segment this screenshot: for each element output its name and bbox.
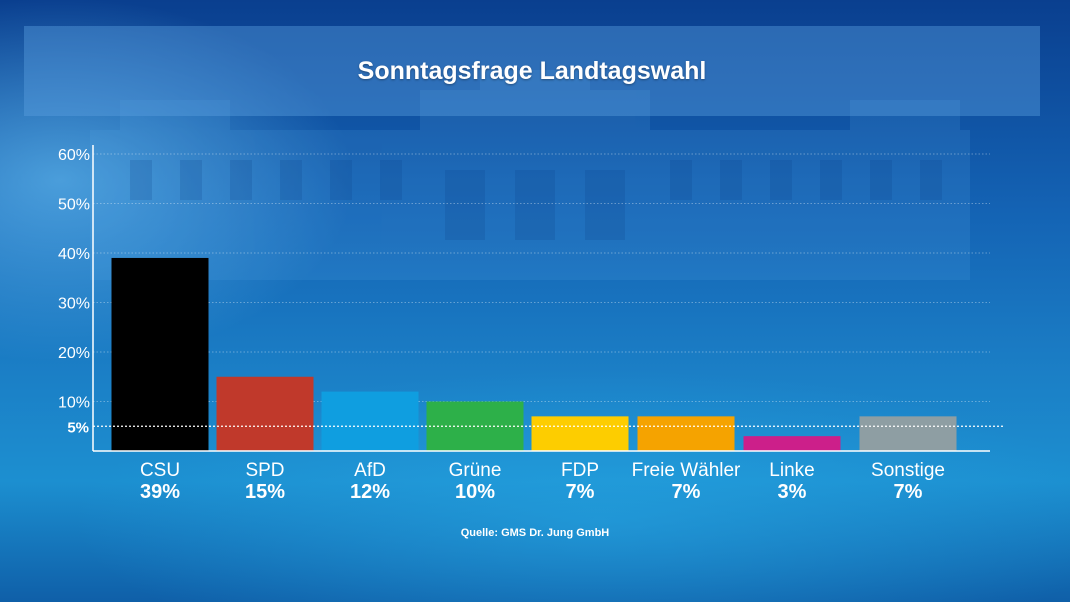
threshold-label: 5% bbox=[67, 419, 89, 436]
value-label: 10% bbox=[455, 481, 495, 503]
title-bar bbox=[24, 26, 1040, 116]
bar-afd bbox=[321, 391, 419, 451]
category-label: Grüne bbox=[449, 460, 502, 481]
y-tick-label: 40% bbox=[58, 246, 90, 263]
bar-freie-wähler bbox=[637, 416, 735, 451]
source-note: Quelle: GMS Dr. Jung GmbH bbox=[460, 527, 610, 539]
category-label: FDP bbox=[561, 460, 599, 481]
value-label: 39% bbox=[140, 481, 180, 503]
y-tick-label: 30% bbox=[58, 296, 90, 313]
value-label: 15% bbox=[245, 481, 285, 503]
value-label: 12% bbox=[350, 481, 390, 503]
value-label: 7% bbox=[672, 481, 701, 503]
chart-title: Sonntagsfrage Landtagswahl bbox=[357, 57, 707, 85]
bar-spd bbox=[216, 376, 314, 451]
bar-csu bbox=[111, 257, 209, 451]
y-tick-label: 10% bbox=[58, 395, 90, 412]
category-label: SPD bbox=[245, 460, 284, 481]
category-label: CSU bbox=[140, 460, 180, 481]
bar-fdp bbox=[531, 416, 629, 451]
value-label: 7% bbox=[894, 481, 923, 503]
value-label: 3% bbox=[778, 481, 807, 503]
category-label: Linke bbox=[769, 460, 814, 481]
value-label: 7% bbox=[566, 481, 595, 503]
bar-sonstige bbox=[859, 416, 957, 451]
bar-linke bbox=[743, 436, 841, 451]
y-tick-label: 20% bbox=[58, 345, 90, 362]
y-tick-label: 50% bbox=[58, 197, 90, 214]
category-label: Freie Wähler bbox=[632, 460, 741, 481]
category-label: Sonstige bbox=[871, 460, 945, 481]
y-tick-label: 60% bbox=[58, 147, 90, 164]
category-label: AfD bbox=[354, 460, 386, 481]
